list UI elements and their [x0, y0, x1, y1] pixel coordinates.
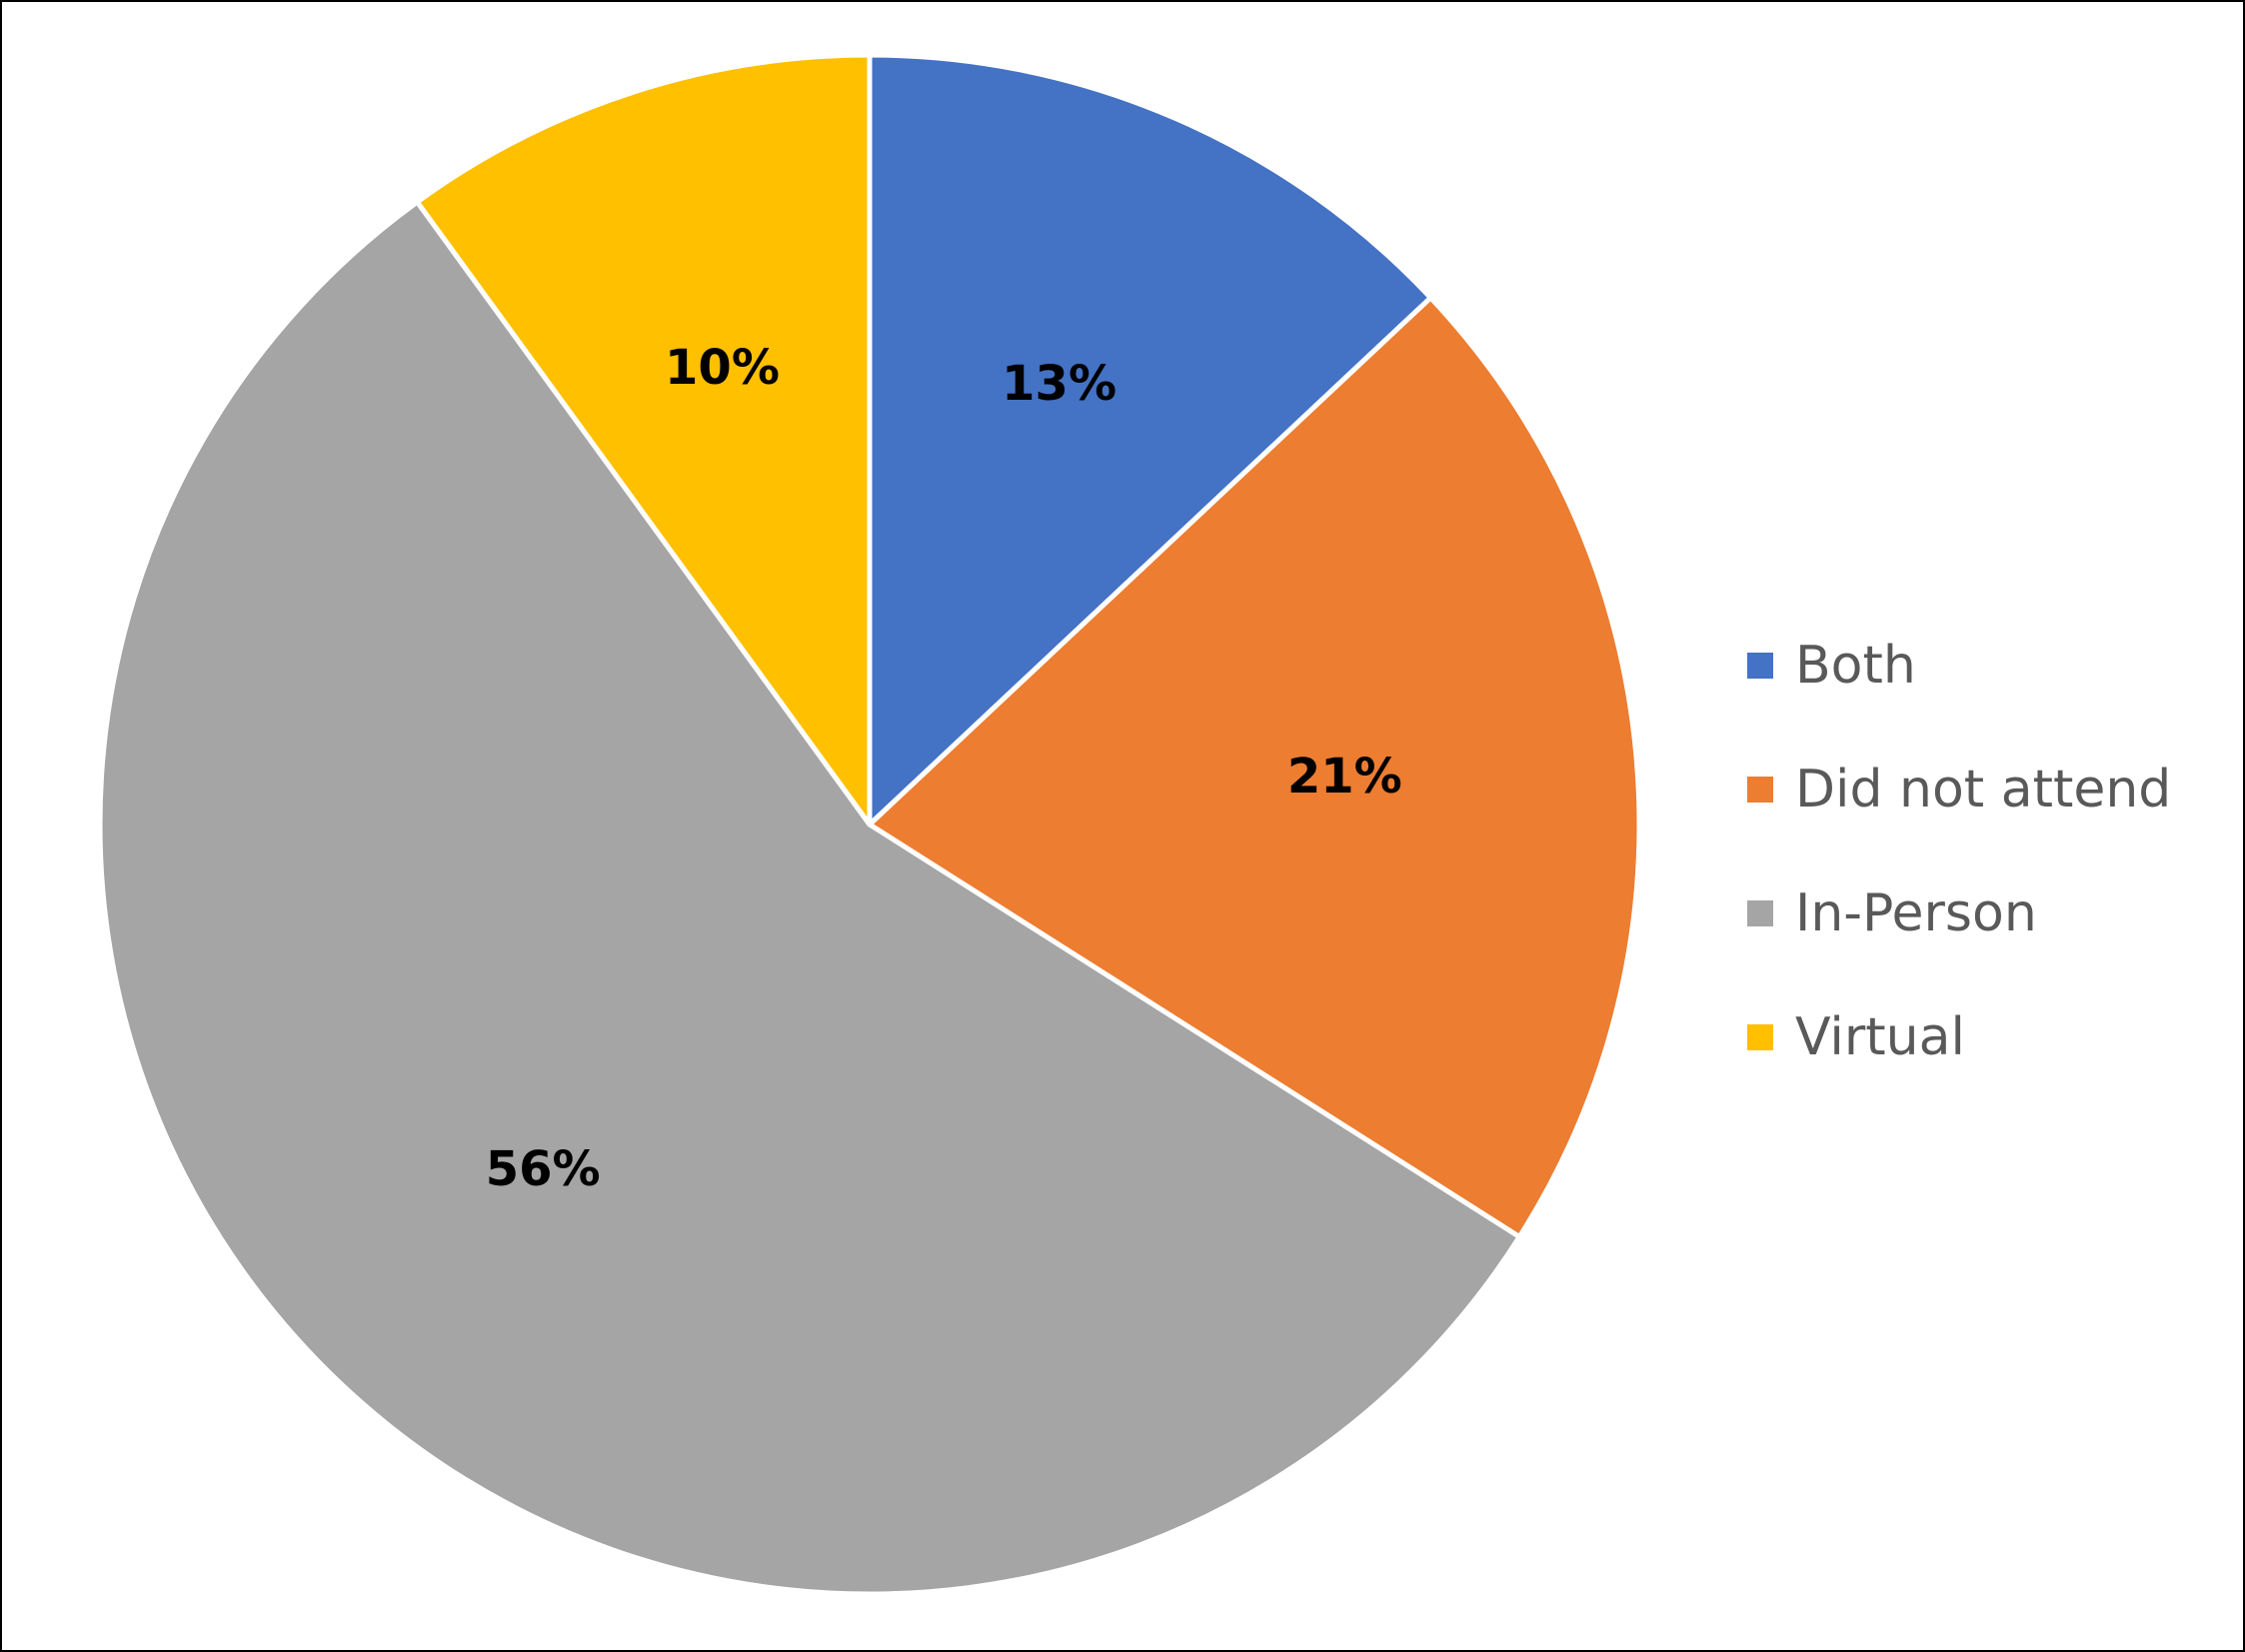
legend-item-in-person: In-Person	[1747, 851, 2171, 975]
pie-slice-in-person	[97, 199, 1522, 1597]
legend-item-virtual: Virtual	[1747, 975, 2171, 1099]
data-label-did-not-attend: 21%	[1287, 749, 1402, 805]
legend-item-did-not-attend: Did not attend	[1747, 728, 2171, 851]
legend-swatch-virtual	[1747, 1024, 1773, 1050]
pie-data-labels: 13% 21% 56% 10%	[486, 340, 1402, 1197]
pie-slice-did-not-attend	[867, 295, 1642, 1240]
pie-slice-both	[867, 52, 1433, 827]
legend-swatch-both	[1747, 653, 1773, 679]
legend-label-in-person: In-Person	[1795, 883, 2037, 943]
legend-label-did-not-attend: Did not attend	[1795, 760, 2172, 820]
data-label-in-person: 56%	[486, 1141, 601, 1197]
data-label-both: 13%	[1002, 356, 1117, 412]
legend-item-both: Both	[1747, 604, 2171, 728]
legend-label-virtual: Virtual	[1795, 1007, 1965, 1067]
chart-legend: Both Did not attend In-Person Virtual	[1747, 604, 2171, 1099]
pie-slices	[97, 52, 1642, 1597]
legend-swatch-in-person	[1747, 900, 1773, 926]
legend-swatch-did-not-attend	[1747, 777, 1773, 803]
pie-slice-virtual	[414, 52, 873, 827]
legend-label-both: Both	[1795, 636, 1916, 696]
data-label-virtual: 10%	[665, 340, 780, 396]
